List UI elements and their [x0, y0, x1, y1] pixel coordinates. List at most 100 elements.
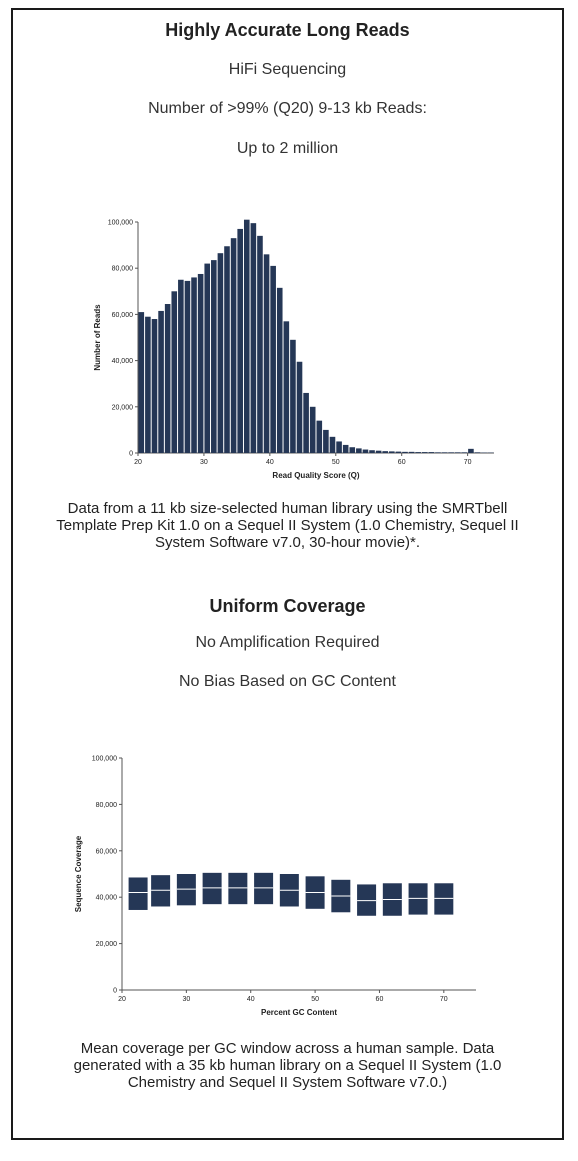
histogram-bar [276, 287, 283, 453]
hist-y-tick-label: 100,000 [108, 220, 133, 227]
section1-line2: Number of >99% (Q20) 9-13 kb Reads: [148, 100, 427, 117]
section1-caption: Data from a 11 kb size-selected human li… [56, 500, 519, 551]
coverage-box [434, 883, 454, 915]
coverage-box [202, 872, 222, 905]
hist-x-tick-label: 60 [398, 459, 406, 466]
histogram-bar [316, 420, 323, 453]
histogram-bar [369, 450, 375, 453]
histogram-bar [342, 444, 349, 453]
section1-line3: Up to 2 million [236, 140, 339, 157]
box-y-tick-label: 80,000 [96, 802, 118, 809]
box-y-tick-label: 100,000 [92, 756, 117, 763]
box-y-tick-label: 20,000 [96, 941, 118, 948]
hist-x-tick-label: 20 [134, 459, 142, 466]
histogram-bar [448, 452, 454, 453]
histogram-bar [283, 321, 290, 453]
histogram-bar [290, 339, 296, 453]
hist-y-tick-label: 80,000 [112, 266, 134, 273]
histogram-bar [237, 228, 243, 453]
histogram-bar [171, 291, 178, 453]
histogram-bar [263, 254, 270, 453]
histogram-bar [224, 246, 230, 453]
histogram-bar [454, 452, 461, 453]
histogram-bar [408, 451, 415, 453]
box-y-axis-title: Sequence Coverage [74, 835, 83, 912]
histogram-bar [243, 219, 250, 453]
histogram-bar [329, 436, 336, 453]
histogram-bar [250, 223, 257, 453]
section2-line2: No Bias Based on GC Content [178, 673, 396, 690]
histogram-bar [309, 406, 316, 453]
histogram-bar [270, 265, 276, 453]
histogram-bar [421, 452, 428, 453]
box-x-tick-label: 40 [247, 996, 255, 1003]
box-x-tick-label: 50 [311, 996, 319, 1003]
coverage-box [128, 877, 148, 910]
histogram-bar [356, 448, 362, 453]
hist-y-tick-label: 20,000 [112, 404, 134, 411]
histogram-bar [323, 429, 329, 453]
histogram-bar [382, 451, 389, 453]
histogram-bar [178, 279, 184, 453]
histogram-bar [415, 452, 421, 453]
box-x-tick-label: 30 [182, 996, 190, 1003]
hist-x-tick-label: 30 [200, 459, 208, 466]
histogram-bar [474, 452, 481, 453]
histogram-bar [184, 280, 191, 453]
coverage-box [254, 872, 274, 905]
histogram-bar [428, 452, 435, 453]
hist-y-tick-label: 60,000 [112, 312, 134, 319]
coverage-box-chart: 0 20,000 40,000 60,000 80,000 100,000 20 30 40 50… [74, 756, 476, 1017]
histogram-bar [204, 263, 211, 453]
coverage-box [408, 883, 428, 915]
box-x-tick-label: 70 [440, 996, 448, 1003]
content-frame [11, 8, 564, 1140]
section1-line1: HiFi Sequencing [228, 61, 347, 78]
box-x-tick-label: 60 [376, 996, 384, 1003]
histogram-bar [211, 260, 217, 453]
section2-line1: No Amplification Required [195, 634, 380, 651]
hist-x-axis-title: Read Quality Score (Q) [272, 471, 359, 480]
hist-y-tick-label: 0 [129, 451, 133, 458]
histogram-bar [296, 361, 303, 453]
histogram-bar [191, 277, 197, 453]
histogram-bar [197, 273, 204, 453]
histogram-bar [257, 235, 263, 453]
box-x-axis-title: Percent GC Content [261, 1008, 337, 1017]
hist-x-tick-label: 50 [332, 459, 340, 466]
box-y-tick-label: 40,000 [96, 895, 118, 902]
histogram-bar [461, 452, 468, 453]
histogram-bar [468, 448, 474, 453]
box-y-tick-label: 0 [113, 988, 117, 995]
hist-y-tick-label: 40,000 [112, 358, 134, 365]
histogram-bar [349, 447, 356, 453]
histogram-bar [402, 451, 408, 453]
histogram-bar [441, 452, 448, 453]
histogram-bar [230, 238, 237, 453]
histogram-bar [145, 316, 151, 453]
hist-x-tick-label: 70 [464, 459, 472, 466]
coverage-box [357, 884, 377, 916]
histogram-bar [158, 310, 164, 453]
histogram-bar [389, 451, 395, 453]
section2-title: Uniform Coverage [209, 596, 366, 616]
coverage-box [228, 872, 248, 905]
hist-y-axis-title: Number of Reads [93, 304, 102, 371]
histogram-bar [164, 304, 171, 453]
histogram-bar [435, 452, 441, 453]
coverage-box [176, 874, 196, 906]
histogram-chart: 0 20,000 40,000 60,000 80,000 100,000 20 30 40 50… [93, 219, 494, 480]
histogram-bar [138, 312, 145, 453]
section1-title: Highly Accurate Long Reads [165, 20, 410, 40]
box-x-tick-label: 20 [118, 996, 126, 1003]
coverage-box [151, 875, 171, 907]
histogram-bar [336, 441, 342, 453]
histogram-bar [395, 451, 402, 453]
histogram-bar [217, 253, 224, 453]
box-y-tick-label: 60,000 [96, 848, 118, 855]
section2-caption: Mean coverage per GC window across a hum… [73, 1040, 502, 1091]
histogram-bar [303, 392, 309, 453]
histogram-bar [151, 319, 158, 453]
histogram-bar [375, 450, 382, 453]
hist-x-tick-label: 40 [266, 459, 274, 466]
